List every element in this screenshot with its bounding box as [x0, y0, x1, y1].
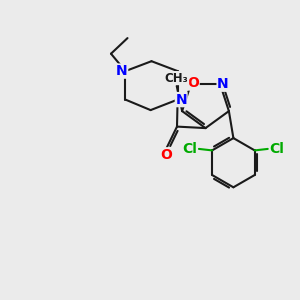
Text: O: O [160, 148, 172, 162]
Text: Cl: Cl [269, 142, 284, 156]
Text: N: N [116, 64, 128, 78]
Text: O: O [187, 76, 199, 90]
Text: CH₃: CH₃ [165, 72, 189, 85]
Text: N: N [176, 93, 187, 106]
Text: Cl: Cl [182, 142, 197, 156]
Text: N: N [217, 77, 229, 91]
